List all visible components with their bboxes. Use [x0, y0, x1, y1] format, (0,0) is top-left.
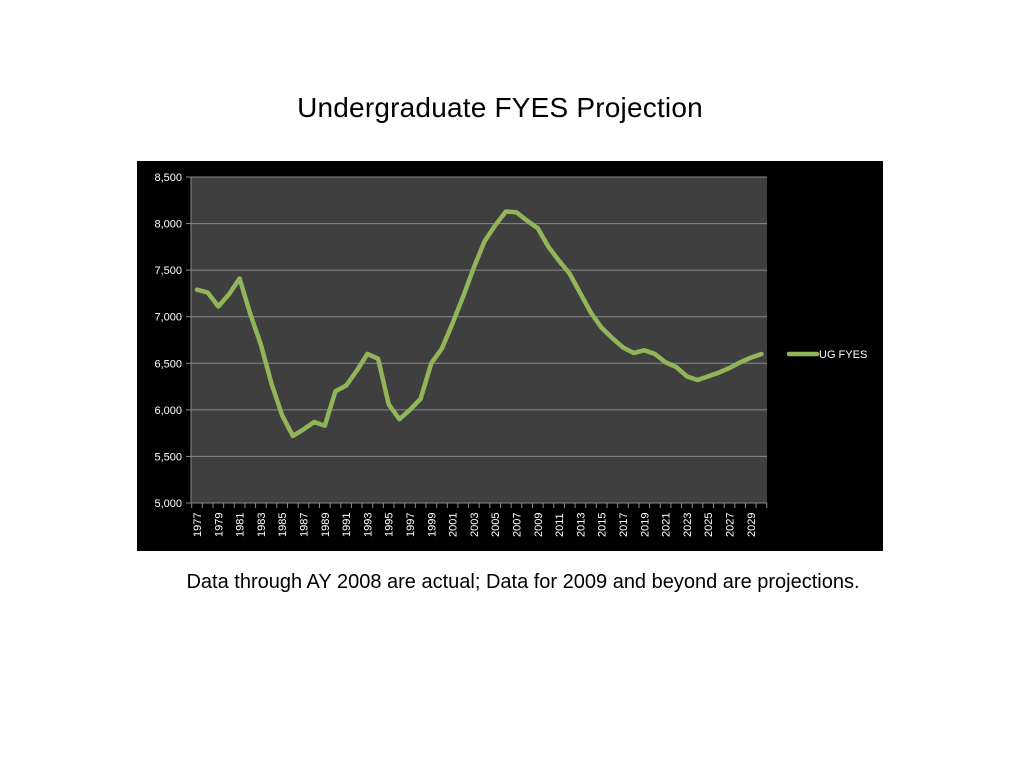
y-tick-label: 5,500 [154, 451, 182, 463]
x-tick-label: 2003 [469, 513, 481, 537]
x-tick-label: 1979 [213, 513, 225, 537]
x-tick-label: 1977 [192, 513, 204, 537]
x-tick-label: 1987 [299, 513, 311, 537]
y-tick-label: 6,500 [154, 358, 182, 370]
x-tick-label: 1983 [256, 513, 268, 537]
y-tick-label: 5,000 [154, 498, 182, 510]
y-tick-label: 8,000 [154, 219, 182, 231]
line-chart: 5,000 5,500 6,000 6,500 7,000 7,500 8,000 8,500… [137, 161, 883, 551]
x-tick-label: 1991 [341, 513, 353, 537]
x-tick-label: 2007 [512, 513, 524, 537]
x-tick-label: 2017 [618, 513, 630, 537]
chart-container: 5,000 5,500 6,000 6,500 7,000 7,500 8,000 8,500… [137, 161, 883, 551]
plot-area [191, 177, 767, 503]
x-tick-label: 2019 [639, 513, 651, 537]
x-tick-label: 1993 [362, 513, 374, 537]
y-tick-label: 6,000 [154, 405, 182, 417]
y-tick-label: 7,000 [154, 312, 182, 324]
x-tick-label: 1999 [426, 513, 438, 537]
footnote: Data through AY 2008 are actual; Data fo… [186, 571, 860, 593]
x-tick-label: 2009 [533, 513, 545, 537]
x-tick-label: 2001 [448, 513, 460, 537]
y-tick-label: 7,500 [154, 265, 182, 277]
slide-title: Undergraduate FYES Projection [297, 92, 703, 123]
x-tick-label: 2013 [575, 513, 587, 537]
legend-label: UG FYES [819, 349, 867, 361]
x-tick-label: 1985 [277, 513, 289, 537]
x-tick-label: 1981 [235, 513, 247, 537]
x-tick-label: 2015 [597, 513, 609, 537]
x-tick-label: 2025 [703, 513, 715, 537]
x-tick-label: 2029 [746, 513, 758, 537]
x-tick-label: 1997 [405, 513, 417, 537]
series-line-ug-fyes [194, 209, 764, 439]
x-tick-label: 1995 [384, 513, 396, 537]
x-tick-label: 2021 [661, 513, 673, 537]
x-tick-label: 2005 [490, 513, 502, 537]
x-tick-label: 2011 [554, 513, 566, 537]
y-tick-label: 8,500 [154, 172, 182, 184]
x-tick-label: 2023 [682, 513, 694, 537]
x-tick-label: 1989 [320, 513, 332, 537]
x-tick-label: 2027 [725, 513, 737, 537]
